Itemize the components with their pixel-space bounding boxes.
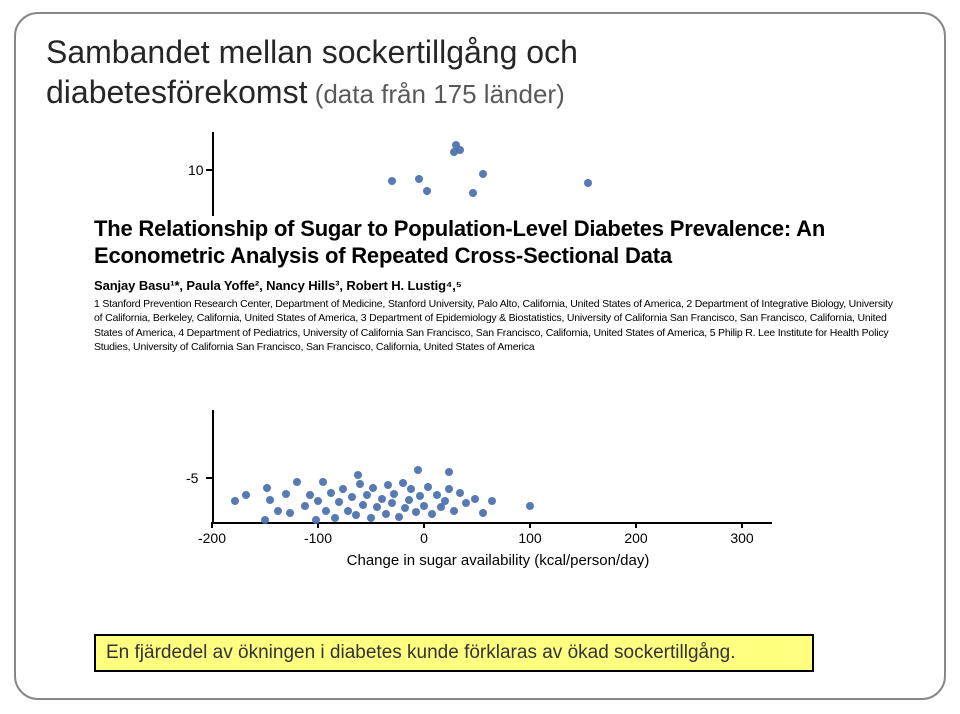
scatter-point (488, 497, 496, 505)
scatter-point (319, 478, 327, 486)
scatter-point (356, 480, 364, 488)
scatter-point (331, 514, 339, 522)
ytick-neg5: -5 (186, 470, 198, 486)
scatter-point (526, 502, 534, 510)
scatter-point (479, 509, 487, 517)
scatter-point (322, 507, 330, 515)
scatter-point (352, 511, 360, 519)
ytick-10: 10 (188, 162, 204, 178)
scatter-point (359, 501, 367, 509)
xtick-mark (423, 522, 425, 528)
scatter-point (433, 491, 441, 499)
scatter-point (274, 507, 282, 515)
ytick-mark-neg5 (206, 477, 212, 479)
title-line2: diabetesförekomst (46, 74, 307, 110)
paper-title: The Relationship of Sugar to Population-… (94, 216, 894, 270)
scatter-point (471, 495, 479, 503)
scatter-point (441, 497, 449, 505)
scatter-point (450, 507, 458, 515)
scatter-point (423, 187, 431, 195)
scatter-point (414, 466, 422, 474)
scatter-point (456, 489, 464, 497)
scatter-point (242, 491, 250, 499)
scatter-point (416, 492, 424, 500)
scatter-point (354, 471, 362, 479)
slide-subtitle: (data från 175 länder) (307, 79, 564, 109)
scatter-point (479, 170, 487, 178)
scatter-point (314, 497, 322, 505)
scatter-point (445, 485, 453, 493)
scatter-point (420, 502, 428, 510)
scatter-point (348, 493, 356, 501)
xtick-mark (211, 522, 213, 528)
callout-box: En fjärdedel av ökningen i diabetes kund… (94, 634, 814, 672)
y-axis-top (212, 132, 214, 216)
slide-title: Sambandet mellan sockertillgång och diab… (46, 32, 914, 112)
xtick-label: 300 (730, 530, 753, 546)
scatter-top-fragment: 10 (188, 136, 788, 206)
xtick-label: 200 (624, 530, 647, 546)
x-axis (212, 522, 772, 524)
scatter-point (390, 490, 398, 498)
scatter-point (424, 483, 432, 491)
scatter-point (231, 497, 239, 505)
scatter-point (388, 177, 396, 185)
xtick-label: 100 (518, 530, 541, 546)
ytick-mark-10 (206, 169, 212, 171)
scatter-point (367, 514, 375, 522)
x-axis-label: Change in sugar availability (kcal/perso… (347, 552, 650, 569)
xtick-mark (529, 522, 531, 528)
scatter-point (384, 481, 392, 489)
scatter-point (378, 495, 386, 503)
scatter-point (293, 478, 301, 486)
scatter-point (469, 189, 477, 197)
scatter-point (306, 491, 314, 499)
scatter-point (407, 485, 415, 493)
scatter-point (428, 510, 436, 518)
scatter-point (373, 503, 381, 511)
callout-text: En fjärdedel av ökningen i diabetes kund… (106, 642, 736, 663)
scatter-point (339, 485, 347, 493)
scatter-point (395, 513, 403, 521)
scatter-point (401, 504, 409, 512)
scatter-point (405, 496, 413, 504)
xtick-label: -100 (304, 530, 332, 546)
scatter-point (335, 498, 343, 506)
scatter-point (286, 509, 294, 517)
scatter-point (363, 491, 371, 499)
scatter-point (282, 490, 290, 498)
paper-citation: The Relationship of Sugar to Population-… (94, 216, 894, 355)
title-line1: Sambandet mellan sockertillgång och (46, 34, 578, 70)
slide-frame: Sambandet mellan sockertillgång och diab… (14, 12, 946, 700)
scatter-point (388, 499, 396, 507)
xtick-label: -200 (198, 530, 226, 546)
xtick-label: 0 (420, 530, 428, 546)
paper-authors: Sanjay Basu¹*, Paula Yoffe², Nancy Hills… (94, 278, 894, 293)
scatter-point (450, 148, 458, 156)
scatter-point (344, 507, 352, 515)
scatter-point (399, 479, 407, 487)
scatter-point (412, 508, 420, 516)
scatter-point (266, 496, 274, 504)
scatter-point (263, 484, 271, 492)
scatter-point (462, 499, 470, 507)
scatter-point (327, 489, 335, 497)
scatter-point (445, 468, 453, 476)
scatter-bottom-fragment: -5 -200 -100 0 100 200 300 Change in sugar av… (188, 414, 808, 584)
scatter-point (382, 510, 390, 518)
scatter-point (415, 175, 423, 183)
xtick-mark (741, 522, 743, 528)
y-axis-bottom (212, 410, 214, 522)
paper-affiliations: 1 Stanford Prevention Research Center, D… (94, 297, 894, 355)
scatter-point (301, 502, 309, 510)
scatter-point (369, 484, 377, 492)
xtick-mark (635, 522, 637, 528)
scatter-point (584, 179, 592, 187)
